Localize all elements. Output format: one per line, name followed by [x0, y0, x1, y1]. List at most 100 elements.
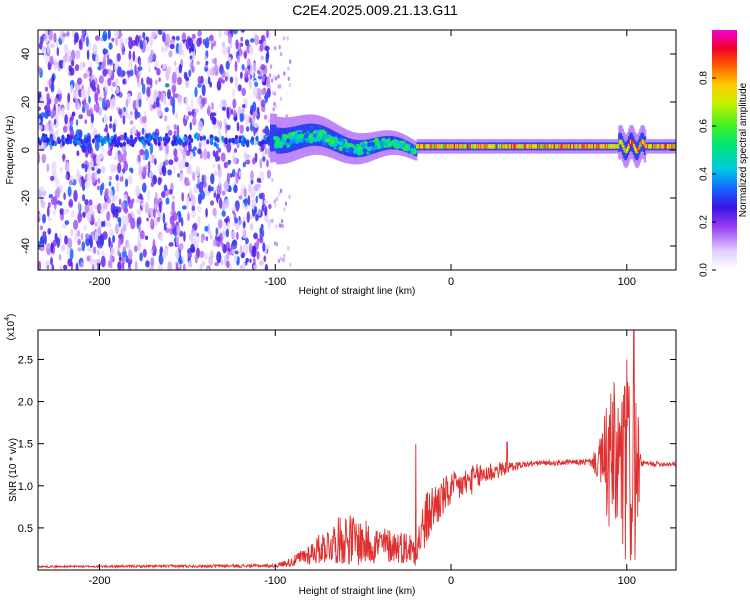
colorbar-cell — [712, 96, 737, 99]
carrier-point — [524, 144, 527, 149]
noise-blob — [167, 169, 172, 176]
noise-blob — [191, 43, 195, 52]
bottom-y-axis-label: SNR (10 * v/v) — [8, 438, 19, 502]
colorbar-cell — [712, 246, 737, 249]
noise-blob — [257, 208, 261, 217]
band-blob — [102, 137, 106, 143]
colorbar-cell — [712, 186, 737, 189]
noise-blob — [124, 178, 129, 188]
colorbar-cell — [712, 66, 737, 69]
noise-blob — [188, 233, 194, 242]
colorbar-cell — [712, 194, 737, 197]
noise-blob — [68, 180, 73, 186]
noise-blob — [145, 95, 149, 102]
noise-blob — [73, 219, 79, 230]
noise-blob — [98, 75, 104, 84]
noise-blob — [165, 197, 170, 205]
noise-blob — [200, 238, 204, 244]
noise-blob — [147, 46, 150, 52]
colorbar-cell — [712, 174, 737, 177]
noise-speck — [271, 218, 274, 223]
carrier-point — [573, 144, 575, 149]
noise-blob — [98, 96, 104, 102]
noise-blob — [68, 124, 74, 132]
colorbar-cell — [712, 36, 737, 39]
colorbar-cell — [712, 176, 737, 179]
band-blob — [163, 141, 167, 147]
noise-blob — [91, 263, 95, 270]
colorbar-cell — [712, 182, 737, 185]
noise-blob — [252, 157, 256, 165]
noise-blob — [226, 172, 230, 183]
noise-blob — [260, 99, 266, 108]
noise-blob — [184, 161, 189, 168]
y-multiplier-label: (x104) — [4, 314, 17, 341]
noise-blob — [64, 114, 68, 125]
carrier-point — [577, 144, 580, 149]
colorbar-tick-label: 0.6 — [699, 119, 710, 133]
noise-blob — [206, 151, 211, 160]
colorbar-cell — [712, 74, 737, 77]
band-blob — [162, 136, 166, 142]
noise-blob — [232, 206, 236, 212]
noise-blob — [154, 91, 159, 97]
noise-speck — [279, 256, 283, 261]
noise-blob — [132, 50, 136, 62]
noise-blob — [138, 165, 142, 177]
noise-blob — [224, 218, 229, 223]
noise-blob — [53, 118, 57, 125]
noise-blob — [246, 58, 251, 66]
noise-blob — [190, 98, 194, 110]
noise-blob — [103, 128, 109, 132]
carrier-point — [521, 144, 524, 149]
noise-blob — [141, 116, 147, 124]
noise-blob — [263, 255, 267, 262]
signal-point — [303, 134, 309, 139]
noise-blob — [114, 223, 120, 235]
band-blob — [122, 141, 127, 147]
band-blob — [250, 136, 255, 142]
carrier-point — [652, 144, 655, 149]
noise-blob — [69, 67, 75, 76]
colorbar-cell — [712, 58, 737, 61]
noise-blob — [223, 180, 229, 192]
noise-blob — [74, 32, 79, 43]
colorbar: 0.0 0.2 0.4 0.6 0.8 Normalized spectral ampli… — [699, 30, 749, 277]
noise-blob — [186, 105, 191, 113]
colorbar-cell — [712, 252, 737, 255]
noise-speck — [273, 101, 276, 107]
band-blob — [232, 137, 236, 144]
carrier-point — [625, 148, 628, 153]
carrier-point — [501, 144, 504, 149]
noise-blob — [167, 129, 173, 136]
noise-blob — [79, 61, 84, 71]
noise-blob — [237, 55, 241, 64]
noise-blob — [162, 63, 167, 70]
colorbar-cell — [712, 206, 737, 209]
noise-blob — [243, 188, 247, 198]
noise-blob — [223, 161, 228, 169]
noise-speck — [278, 192, 281, 197]
noise-blob — [181, 217, 184, 227]
noise-speck — [273, 91, 276, 96]
noise-blob — [87, 172, 92, 183]
colorbar-cell — [712, 258, 737, 261]
colorbar-cell — [712, 76, 737, 79]
noise-blob — [183, 231, 186, 242]
noise-blob — [186, 197, 190, 210]
noise-blob — [219, 103, 223, 110]
noise-blob — [256, 251, 260, 260]
noise-blob — [168, 242, 174, 247]
noise-blob — [152, 238, 156, 251]
noise-blob — [201, 174, 205, 186]
band-blob — [221, 135, 225, 141]
noise-blob — [77, 102, 80, 111]
noise-blob — [141, 127, 145, 135]
noise-blob — [38, 106, 42, 111]
carrier-point — [639, 142, 642, 147]
band-blob — [87, 143, 91, 149]
noise-blob — [110, 84, 113, 93]
signal-point — [376, 144, 381, 150]
carrier-point — [551, 144, 554, 149]
carrier-point — [600, 144, 603, 149]
